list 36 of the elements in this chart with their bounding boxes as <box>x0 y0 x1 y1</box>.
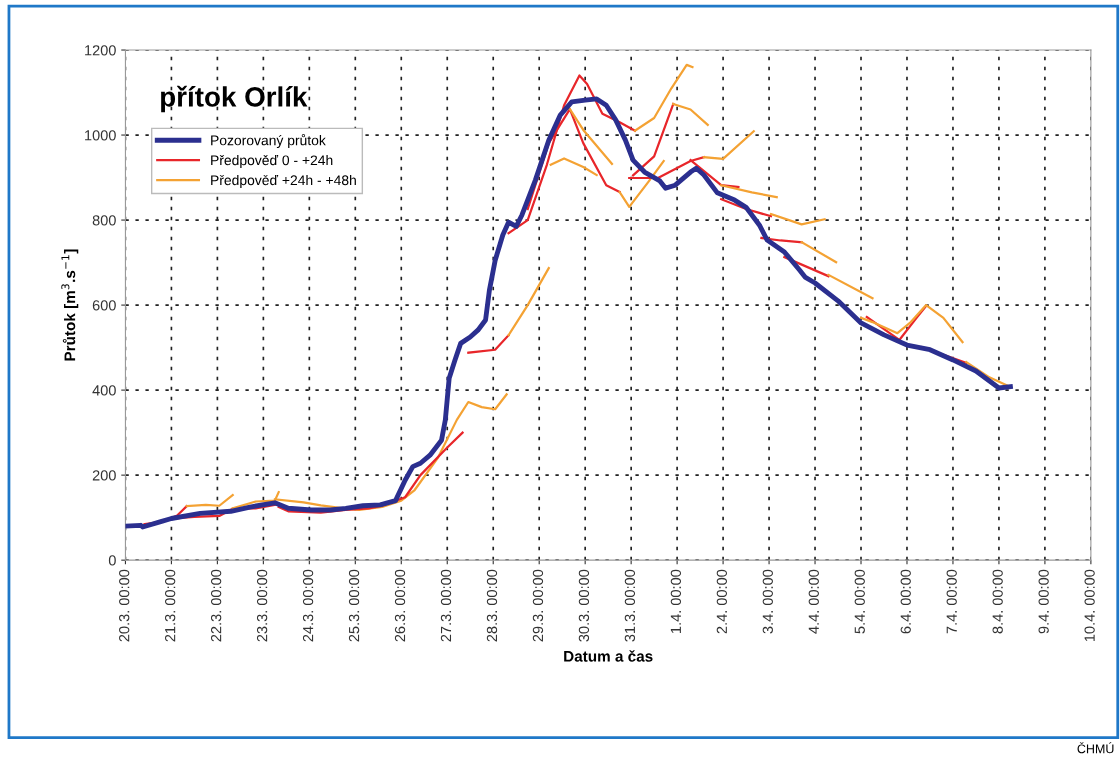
x-tick-label: 22.3. 00:00 <box>210 569 222 642</box>
y-tick-label: 0 <box>108 555 116 566</box>
y-tick-label: 1200 <box>85 45 116 56</box>
x-tick-label: 20.3. 00:00 <box>119 569 130 642</box>
x-tick-label: 9.4. 00:00 <box>1038 569 1049 634</box>
x-tick-label: 4.4. 00:00 <box>808 569 819 634</box>
x-axis-title: Datum a čas <box>564 650 653 662</box>
legend-label: Předpověď 0 - +24h <box>211 154 333 168</box>
y-tick-label: 800 <box>92 215 116 226</box>
x-tick-label: 2.4. 00:00 <box>716 569 728 634</box>
y-tick-label: 200 <box>92 470 116 481</box>
x-tick-label: 1.4. 00:00 <box>670 569 682 633</box>
legend-label: Pozorovaný průtok <box>211 133 326 149</box>
x-tick-label: 21.3. 00:00 <box>165 569 176 642</box>
x-tick-label: 10.4. 00:00 <box>1084 569 1095 642</box>
x-tick-label: 30.3. 00:00 <box>578 569 590 642</box>
x-tick-label: 5.4. 00:00 <box>854 569 865 634</box>
y-tick-label: 600 <box>92 300 116 311</box>
y-axis-title: Průtok [m$^{3}$.s$^{−1}$] <box>61 249 79 361</box>
x-tick-label: 6.4. 00:00 <box>900 569 911 634</box>
legend-label: Předpověď +24h - +48h <box>211 174 356 188</box>
x-tick-label: 28.3. 00:00 <box>486 569 498 642</box>
x-tick-label: 26.3. 00:00 <box>394 569 406 642</box>
y-tick-label: 400 <box>92 385 116 396</box>
x-tick-label: 8.4. 00:00 <box>992 569 1003 634</box>
x-tick-label: 24.3. 00:00 <box>302 569 314 642</box>
x-tick-label: 27.3. 00:00 <box>440 569 452 642</box>
text: přítok Orlík <box>161 85 308 113</box>
text: ČHMÚ <box>1077 742 1114 754</box>
x-tick-label: 3.4. 00:00 <box>762 569 773 634</box>
x-tick-label: 29.3. 00:00 <box>532 569 544 642</box>
x-tick-label: 31.3. 00:00 <box>624 569 636 642</box>
y-tick-label: 1000 <box>85 130 116 141</box>
x-tick-label: 23.3. 00:00 <box>256 569 268 642</box>
x-tick-label: 7.4. 00:00 <box>946 569 957 634</box>
x-tick-label: 25.3. 00:00 <box>348 569 360 642</box>
